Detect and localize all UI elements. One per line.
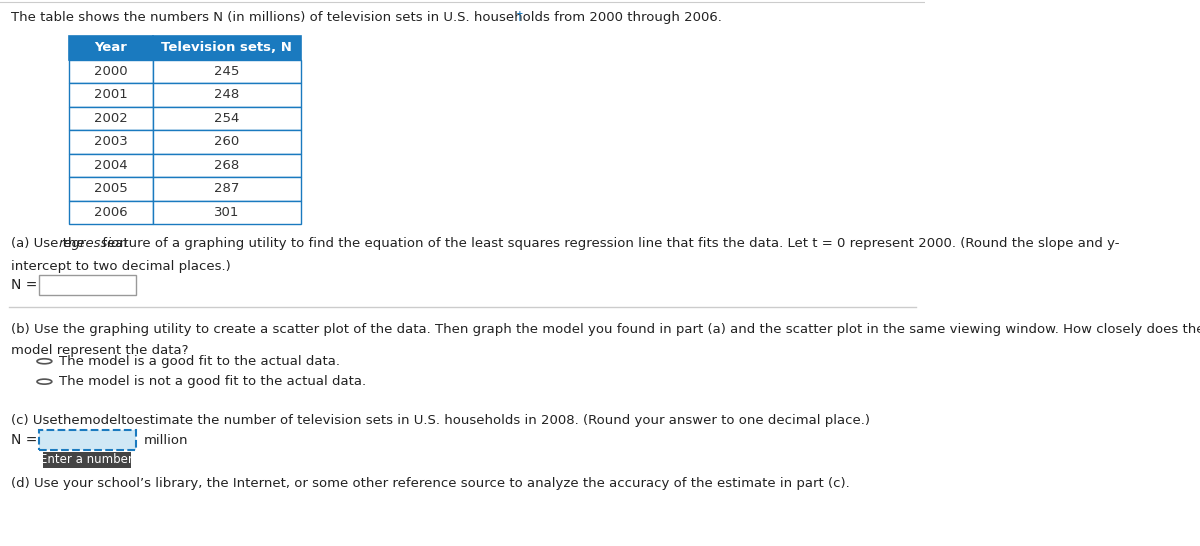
FancyBboxPatch shape <box>70 130 152 153</box>
FancyBboxPatch shape <box>152 106 301 130</box>
FancyBboxPatch shape <box>152 36 301 60</box>
Text: 2001: 2001 <box>94 88 128 101</box>
Text: 260: 260 <box>214 135 239 149</box>
FancyBboxPatch shape <box>152 83 301 106</box>
Text: (c) Use​the​model​to​estimate the number of television sets in U.S. households i: (c) Use​the​model​to​estimate the number… <box>11 414 870 426</box>
Text: regression: regression <box>59 236 128 250</box>
Text: Enter a number.: Enter a number. <box>40 453 136 466</box>
Text: 248: 248 <box>214 88 239 101</box>
FancyBboxPatch shape <box>152 130 301 153</box>
Text: 2005: 2005 <box>94 182 128 195</box>
Text: Year: Year <box>95 41 127 54</box>
FancyBboxPatch shape <box>152 200 301 224</box>
FancyBboxPatch shape <box>70 60 152 83</box>
Text: N =: N = <box>11 433 37 447</box>
FancyBboxPatch shape <box>70 153 152 177</box>
Text: intercept to two decimal places.): intercept to two decimal places.) <box>11 260 230 273</box>
Text: 2003: 2003 <box>94 135 128 149</box>
FancyBboxPatch shape <box>70 200 152 224</box>
Text: (a) Use the: (a) Use the <box>11 236 89 250</box>
FancyBboxPatch shape <box>38 275 136 295</box>
Text: 268: 268 <box>214 159 239 172</box>
FancyBboxPatch shape <box>38 430 136 450</box>
Text: Television sets, N: Television sets, N <box>161 41 292 54</box>
Text: The table shows the numbers N (in millions) of television sets in U.S. household: The table shows the numbers N (in millio… <box>11 11 722 24</box>
FancyBboxPatch shape <box>70 106 152 130</box>
FancyBboxPatch shape <box>152 153 301 177</box>
FancyBboxPatch shape <box>70 177 152 200</box>
Text: million: million <box>144 434 188 447</box>
Text: The model is a good fit to the actual data.: The model is a good fit to the actual da… <box>59 355 341 368</box>
Text: feature of a graphing utility to find the equation of the least squares regressi: feature of a graphing utility to find th… <box>98 236 1120 250</box>
FancyBboxPatch shape <box>152 177 301 200</box>
Text: 2004: 2004 <box>95 159 128 172</box>
Text: 2002: 2002 <box>94 112 128 125</box>
Text: †: † <box>516 9 522 22</box>
Text: The model is not a good fit to the actual data.: The model is not a good fit to the actua… <box>59 375 366 388</box>
Text: model represent the data?: model represent the data? <box>11 344 188 357</box>
Text: N =: N = <box>11 278 37 292</box>
Text: 2006: 2006 <box>95 206 128 219</box>
Text: 287: 287 <box>214 182 239 195</box>
FancyBboxPatch shape <box>152 60 301 83</box>
Text: (d) Use your school’s library, the Internet, or some other reference source to a: (d) Use your school’s library, the Inter… <box>11 477 850 490</box>
Text: 301: 301 <box>214 206 239 219</box>
FancyBboxPatch shape <box>43 452 131 467</box>
Text: 245: 245 <box>214 65 239 78</box>
FancyBboxPatch shape <box>70 36 152 60</box>
Text: (b) Use the graphing utility to create a scatter plot of the data. Then graph th: (b) Use the graphing utility to create a… <box>11 323 1200 336</box>
Text: 254: 254 <box>214 112 239 125</box>
FancyBboxPatch shape <box>70 83 152 106</box>
Text: 2000: 2000 <box>95 65 128 78</box>
